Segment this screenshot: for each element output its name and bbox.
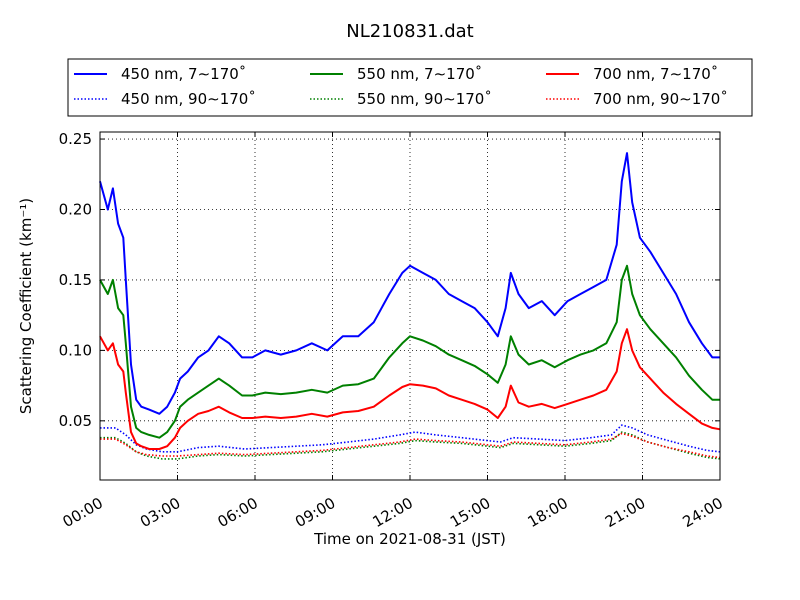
x-tick-label: 03:00	[137, 494, 183, 531]
x-tick-label: 24:00	[680, 494, 726, 531]
series-line	[100, 432, 721, 459]
y-tick-label: 0.15	[59, 271, 92, 289]
y-tick-label: 0.10	[59, 341, 92, 359]
y-tick-label: 0.05	[59, 412, 92, 430]
legend-label: 700 nm, 7∼170˚	[593, 65, 718, 83]
series-line	[99, 152, 720, 415]
legend-frame	[67, 58, 753, 117]
x-tick-label: 12:00	[370, 494, 416, 531]
series-line	[99, 264, 720, 439]
legend-label: 700 nm, 90∼170˚	[593, 90, 728, 108]
legend-label: 550 nm, 90∼170˚	[357, 90, 492, 108]
y-axis-label: Scattering Coefficient (km⁻¹)	[17, 198, 35, 414]
series-line	[100, 424, 721, 453]
x-tick-label: 09:00	[292, 494, 338, 531]
legend-label: 450 nm, 7∼170˚	[121, 65, 246, 83]
x-tick-label: 15:00	[447, 494, 493, 531]
series-line	[99, 328, 721, 450]
x-tick-label: 21:00	[602, 494, 648, 531]
y-tick-label: 0.25	[59, 130, 92, 148]
legend-label: 550 nm, 7∼170˚	[357, 65, 482, 83]
x-tick-label: 00:00	[60, 494, 106, 531]
legend: 450 nm, 7∼170˚ 550 nm, 7∼170˚ 700 nm, 7∼17…	[67, 58, 753, 117]
x-tick-label: 18:00	[525, 494, 571, 531]
chart-title: NL210831.dat	[346, 21, 473, 42]
series-layer	[99, 152, 721, 460]
series-line	[100, 431, 721, 460]
x-tick-label: 06:00	[215, 494, 261, 531]
y-tick-label: 0.20	[59, 200, 92, 218]
plot-area: 00:00 03:00 06:00 09:00 12:00 15:00 18:00 21:00…	[59, 130, 726, 531]
x-axis-label: Time on 2021-08-31 (JST)	[313, 530, 506, 548]
grid	[100, 132, 720, 480]
legend-label: 450 nm, 90∼170˚	[121, 90, 256, 108]
plot-background	[100, 132, 720, 480]
